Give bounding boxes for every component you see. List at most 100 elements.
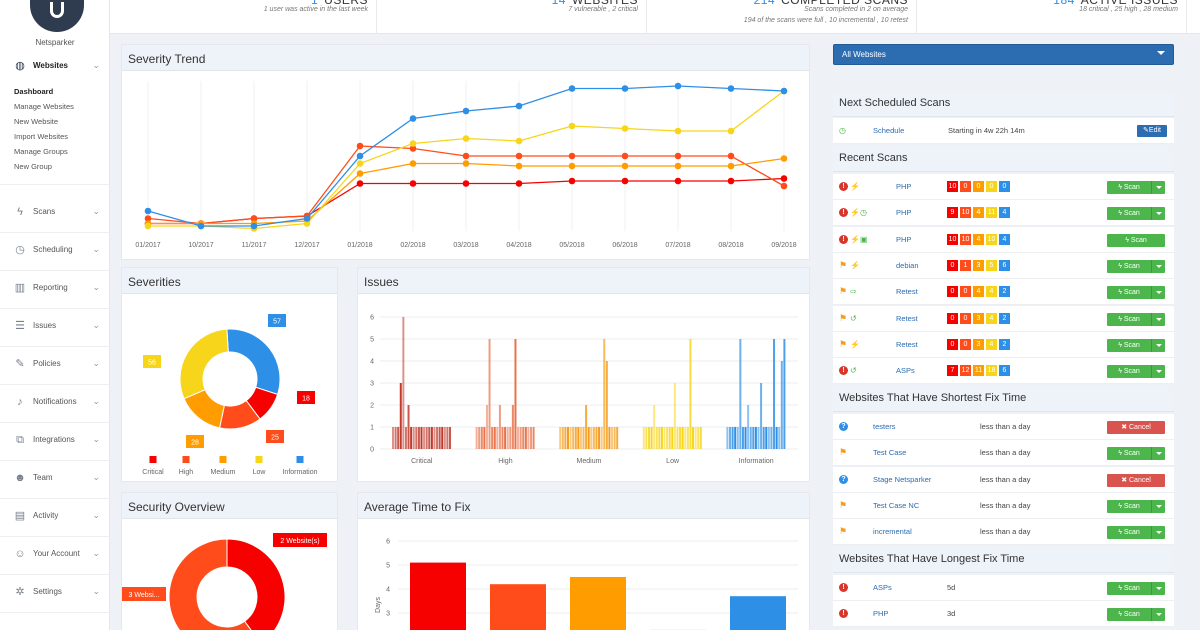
sidebar-item-reporting[interactable]: ▥ Reporting ⌄ <box>0 280 110 296</box>
issue-bar[interactable] <box>655 427 658 449</box>
issue-bar[interactable] <box>433 427 436 449</box>
issue-bar[interactable] <box>506 427 509 449</box>
data-point[interactable] <box>515 137 523 145</box>
issue-bar[interactable] <box>673 383 676 449</box>
issue-bar[interactable] <box>577 427 580 449</box>
issue-bar[interactable] <box>423 427 426 449</box>
issue-bar[interactable] <box>561 427 564 449</box>
issue-bar[interactable] <box>608 427 611 449</box>
sidebar-subitem-new-website[interactable]: New Website <box>14 117 59 126</box>
scan-button[interactable]: ϟ Scan <box>1107 338 1165 352</box>
schedule-name[interactable]: Schedule <box>873 126 905 135</box>
website-name[interactable]: Test Case <box>873 448 907 458</box>
issue-bar[interactable] <box>736 427 739 449</box>
data-point[interactable] <box>462 107 470 115</box>
data-point[interactable] <box>356 152 364 160</box>
sidebar-item-websites[interactable]: ◍ Websites ⌄ <box>0 58 110 74</box>
data-point[interactable] <box>621 162 629 170</box>
issue-bar[interactable] <box>509 427 512 449</box>
issue-bar[interactable] <box>692 427 695 449</box>
data-point[interactable] <box>356 142 364 150</box>
sidebar-item-team[interactable]: ☻ Team ⌄ <box>0 470 110 486</box>
issue-bar[interactable] <box>600 427 603 449</box>
issue-bar[interactable] <box>569 427 572 449</box>
issue-bar[interactable] <box>780 361 783 449</box>
issue-bar[interactable] <box>587 427 590 449</box>
issue-bar[interactable] <box>425 427 428 449</box>
issue-bar[interactable] <box>613 427 616 449</box>
data-point[interactable] <box>727 152 735 160</box>
cancel-button[interactable]: ✖ Cancel <box>1107 473 1165 487</box>
data-point[interactable] <box>568 177 576 185</box>
data-point[interactable] <box>674 162 682 170</box>
issue-bar[interactable] <box>566 427 569 449</box>
issue-bar[interactable] <box>572 427 575 449</box>
issue-bar[interactable] <box>412 427 415 449</box>
issue-bar[interactable] <box>417 427 420 449</box>
issue-bar[interactable] <box>415 427 418 449</box>
issue-bar[interactable] <box>480 427 483 449</box>
scan-website[interactable]: Retest <box>896 287 918 297</box>
issue-bar[interactable] <box>762 427 765 449</box>
issue-bar[interactable] <box>517 427 520 449</box>
issue-bar[interactable] <box>514 339 517 449</box>
issue-bar[interactable] <box>726 427 729 449</box>
fix-bar-medium[interactable] <box>570 577 626 630</box>
issue-bar[interactable] <box>699 427 702 449</box>
scan-button[interactable]: ϟ Scan <box>1107 582 1165 595</box>
scan-button[interactable]: ϟ Scan <box>1107 286 1165 300</box>
data-point[interactable] <box>568 122 576 130</box>
sidebar-item-your-account[interactable]: ☺ Your Account ⌄ <box>0 546 110 562</box>
issue-bar[interactable] <box>585 405 588 449</box>
chevron-down-icon[interactable] <box>1151 338 1165 352</box>
sidebar-subitem-manage-groups[interactable]: Manage Groups <box>14 147 68 156</box>
sidebar-item-notifications[interactable]: ♪ Notifications ⌄ <box>0 394 110 410</box>
donut-slice[interactable] <box>179 328 229 400</box>
issue-bar[interactable] <box>681 427 684 449</box>
issue-bar[interactable] <box>731 427 734 449</box>
issue-bar[interactable] <box>616 427 619 449</box>
data-point[interactable] <box>780 175 788 182</box>
website-name[interactable]: testers <box>873 422 896 431</box>
data-point[interactable] <box>568 85 576 92</box>
netsparker-logo[interactable] <box>30 0 84 32</box>
data-point[interactable] <box>356 180 364 187</box>
data-point[interactable] <box>144 215 152 222</box>
scan-website[interactable]: ASPs <box>896 366 915 376</box>
chevron-down-icon[interactable] <box>1151 447 1165 461</box>
issue-bar[interactable] <box>449 427 451 449</box>
data-point[interactable] <box>568 152 576 160</box>
issue-bar[interactable] <box>679 427 682 449</box>
issue-bar[interactable] <box>767 427 770 449</box>
scan-button[interactable]: ϟ Scan <box>1107 499 1165 513</box>
issue-bar[interactable] <box>491 427 494 449</box>
data-point[interactable] <box>144 207 152 215</box>
issue-bar[interactable] <box>493 427 496 449</box>
issue-bar[interactable] <box>697 427 700 449</box>
sidebar-item-settings[interactable]: ✲ Settings ⌄ <box>0 584 110 600</box>
issue-bar[interactable] <box>671 427 674 449</box>
issue-bar[interactable] <box>511 405 514 449</box>
issue-bar[interactable] <box>744 427 747 449</box>
issue-bar[interactable] <box>686 427 689 449</box>
scan-website[interactable]: PHP <box>896 208 912 218</box>
data-point[interactable] <box>250 215 258 222</box>
website-name[interactable]: Test Case NC <box>873 500 920 510</box>
website-filter-dropdown[interactable]: All Websites <box>833 44 1174 65</box>
donut-slice[interactable] <box>168 538 261 630</box>
scan-button[interactable]: ϟ Scan <box>1107 207 1165 221</box>
donut-slice[interactable] <box>226 538 286 630</box>
donut-slice[interactable] <box>226 328 281 396</box>
scan-website[interactable]: debian <box>896 260 919 270</box>
scan-button[interactable]: ϟ Scan <box>1107 181 1165 194</box>
issue-bar[interactable] <box>749 427 752 449</box>
fix-bar-critical[interactable] <box>410 562 466 630</box>
issue-bar[interactable] <box>603 339 606 449</box>
sidebar-item-scans[interactable]: ϟ Scans ⌄ <box>0 204 110 220</box>
data-point[interactable] <box>568 162 576 170</box>
issue-bar[interactable] <box>770 427 773 449</box>
data-point[interactable] <box>780 87 788 95</box>
issue-bar[interactable] <box>668 427 671 449</box>
data-point[interactable] <box>515 180 523 187</box>
data-point[interactable] <box>727 85 735 92</box>
